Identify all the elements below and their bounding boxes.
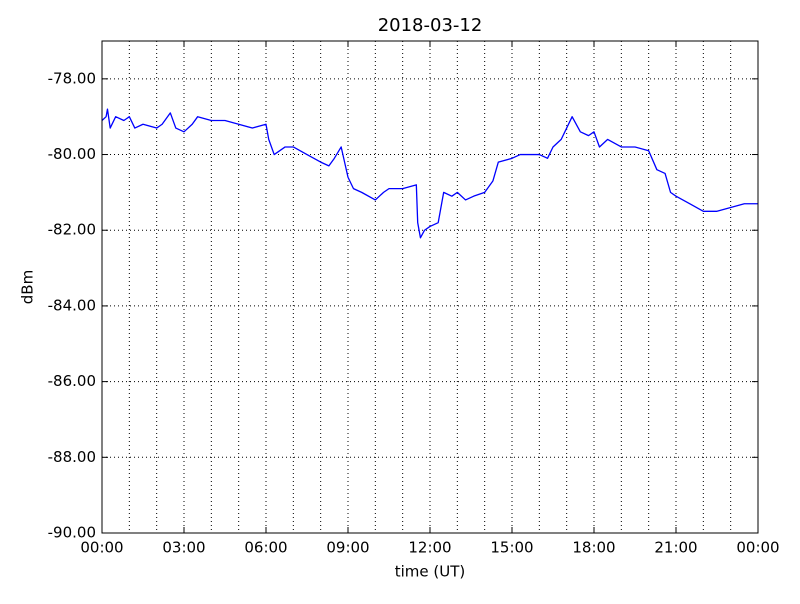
y-tick-label: -88.00 [48, 448, 96, 466]
x-axis-label: time (UT) [395, 563, 466, 581]
x-tick-label: 12:00 [408, 539, 451, 557]
x-tick-label: 00:00 [736, 539, 779, 557]
y-axis-label: dBm [19, 270, 37, 304]
x-tick-label: 21:00 [654, 539, 697, 557]
y-tick-label: -90.00 [48, 524, 96, 542]
chart-title: 2018-03-12 [378, 15, 483, 36]
y-tick-label: -84.00 [48, 296, 96, 314]
y-tick-label: -86.00 [48, 372, 96, 390]
x-tick-label: 09:00 [326, 539, 369, 557]
y-tick-label: -82.00 [48, 221, 96, 239]
plot-frame [101, 40, 759, 534]
x-tick-label: 06:00 [244, 539, 287, 557]
y-tick-label: -80.00 [48, 145, 96, 163]
x-tick-label: 00:00 [80, 539, 123, 557]
data-line [101, 108, 758, 239]
x-tick-label: 15:00 [490, 539, 533, 557]
x-tick-label: 03:00 [162, 539, 205, 557]
y-tick-label: -78.00 [48, 69, 96, 87]
x-tick-label: 18:00 [572, 539, 615, 557]
